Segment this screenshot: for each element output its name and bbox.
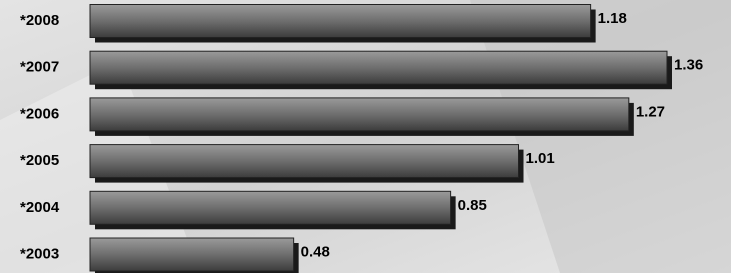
- value-label: 1.18: [598, 10, 627, 27]
- category-label: *2004: [20, 199, 60, 216]
- value-label: 0.85: [458, 197, 487, 214]
- value-label: 1.36: [674, 57, 703, 74]
- value-label: 0.48: [301, 243, 330, 260]
- category-label: *2008: [20, 12, 59, 29]
- bar: [90, 145, 519, 178]
- value-label: 1.01: [526, 150, 555, 167]
- category-label: *2003: [20, 245, 59, 262]
- category-label: *2007: [20, 59, 59, 76]
- bar: [90, 191, 451, 224]
- category-label: *2005: [20, 152, 59, 169]
- value-label: 1.27: [636, 103, 665, 120]
- chart: *2008 1.18 *2007 1.36 *2006 1.27 *2005 1.01 *200…: [0, 0, 731, 273]
- bar: [90, 98, 629, 131]
- bar: [90, 51, 667, 84]
- category-label: *2006: [20, 105, 59, 122]
- bar: [90, 5, 591, 38]
- bar: [90, 238, 294, 271]
